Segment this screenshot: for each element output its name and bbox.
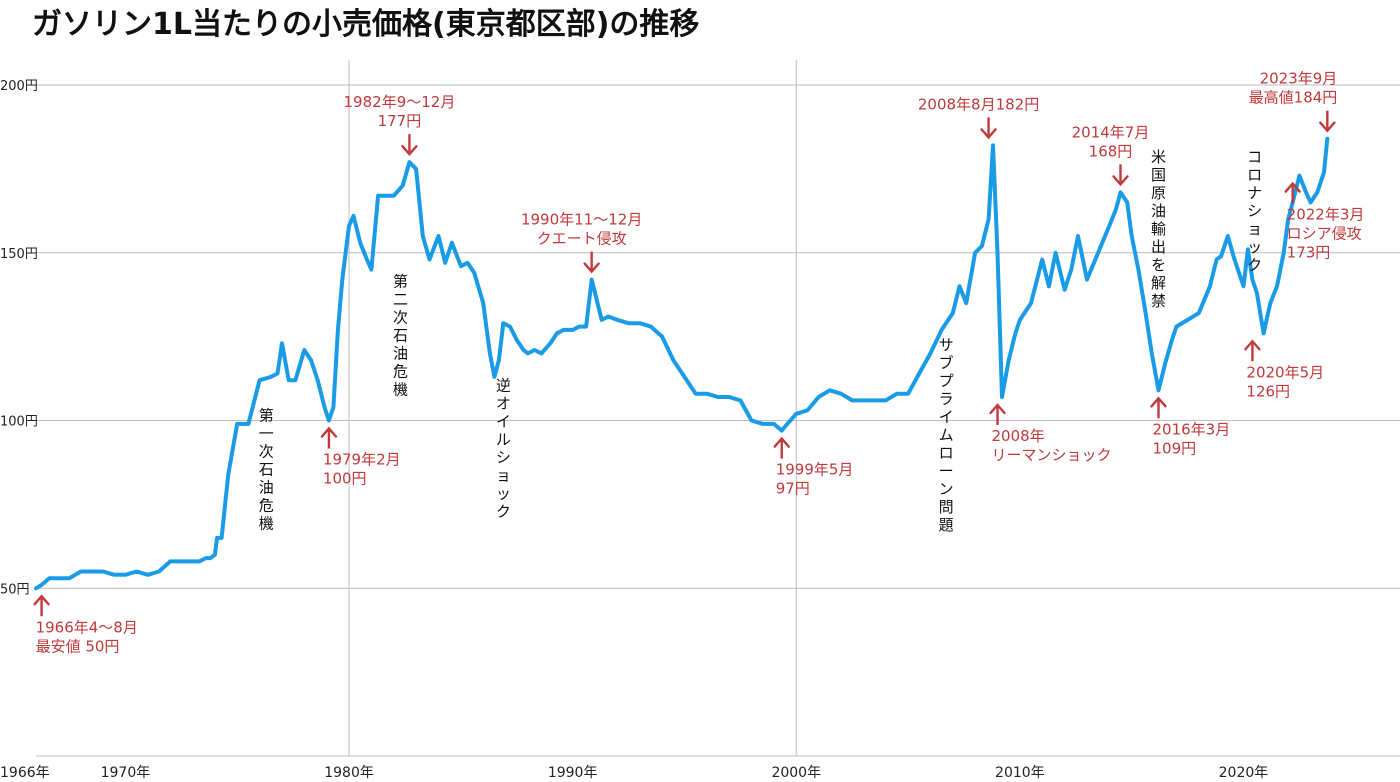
price-line: [34, 136, 1330, 591]
event-labels: 第一次石油危機 第二次石油危機逆オイルショック サブプライムローン問題 米国原油輸出を…: [259, 148, 1262, 534]
annotation-label: 1966年4～8月最安値 50円: [36, 618, 138, 655]
annotation-arrowhead: [33, 594, 50, 606]
y-tick-label: 50円: [0, 582, 30, 597]
annotation: 1999年5月 97円: [773, 436, 854, 498]
annotation-label: 2008年リーマンショック: [992, 427, 1112, 464]
annotation: 1982年9～12月 177円: [344, 93, 456, 156]
event-label: 第一次石油危機: [259, 407, 274, 533]
annotation-arrowhead: [320, 426, 338, 438]
annotation-label: 1999年5月 97円: [776, 461, 854, 498]
annotation-arrowhead: [401, 144, 418, 156]
annotation: 2008年リーマンショック: [989, 403, 1112, 464]
annotation-arrowhead: [1150, 396, 1167, 408]
event-label: 米国原油輸出を解禁: [1151, 148, 1166, 310]
annotation-arrowhead: [1244, 339, 1261, 351]
annotation-arrowhead: [583, 262, 600, 274]
annotation: 1966年4～8月最安値 50円: [33, 594, 138, 655]
price-annotations: 1966年4～8月最安値 50円 1979年2月 100円 1982年9～12月 177…: [33, 70, 1365, 655]
x-axis-ticks: 1966年 1970年 1980年 1990年 2000年 2010年 2020年: [0, 765, 1268, 781]
x-tick-label: 2000年: [771, 765, 821, 781]
chart-title: ガソリン1L当たりの小売価格(東京都区部)の推移: [32, 7, 699, 42]
annotation-label: 1979年2月 100円: [323, 451, 401, 488]
annotation: 2014年7月 168円: [1072, 123, 1150, 187]
x-tick-label: 2010年: [995, 765, 1045, 781]
y-tick-label: 100円: [0, 415, 38, 430]
annotation-arrowhead: [1319, 121, 1336, 133]
annotation-arrowhead: [1112, 175, 1129, 187]
grid-lines: [36, 60, 1400, 757]
annotation: 1990年11～12月クエート侵攻: [521, 211, 642, 274]
annotation-label: 1990年11～12月クエート侵攻: [521, 211, 642, 248]
annotation-arrowhead: [1284, 181, 1301, 193]
price-series: [34, 136, 1330, 591]
annotation: 2008年8月182円: [918, 95, 1039, 140]
annotation: 2020年5月 126円: [1244, 339, 1324, 400]
annotation-label: 2014年7月 168円: [1072, 123, 1150, 160]
x-tick-label: 1970年: [101, 765, 151, 781]
annotation-label: 2016年3月 109円: [1153, 420, 1231, 457]
annotation-label: 2022年3月ロシア侵攻 173円: [1287, 206, 1365, 262]
annotation: 2016年3月 109円: [1150, 396, 1231, 457]
event-label: コロナショック: [1247, 148, 1262, 274]
event-label: サブプライムローン問題: [939, 336, 954, 534]
annotation: 2022年3月ロシア侵攻 173円: [1284, 181, 1365, 262]
event-label: 第二次石油危機: [393, 272, 408, 398]
annotation-label: 2008年8月182円: [918, 95, 1039, 113]
annotation: 2023年9月最高値184円: [1249, 70, 1338, 133]
annotation: 1979年2月 100円: [320, 426, 401, 488]
annotation-arrowhead: [773, 436, 790, 448]
annotation-arrowhead: [980, 128, 997, 140]
y-axis-ticks: 200円 150円 100円 50円: [0, 79, 38, 597]
x-tick-label: 1966年: [0, 765, 50, 781]
annotation-arrowhead: [989, 403, 1006, 415]
x-tick-label: 1990年: [548, 765, 598, 781]
x-tick-label: 1980年: [324, 765, 374, 781]
annotation-label: 2020年5月 126円: [1246, 363, 1324, 400]
y-tick-label: 150円: [0, 247, 38, 262]
event-label: 逆オイルショック: [496, 376, 511, 520]
x-tick-label: 2020年: [1219, 765, 1269, 781]
y-tick-label: 200円: [0, 79, 38, 94]
annotation-label: 1982年9～12月 177円: [344, 93, 456, 130]
annotation-label: 2023年9月最高値184円: [1249, 70, 1338, 107]
